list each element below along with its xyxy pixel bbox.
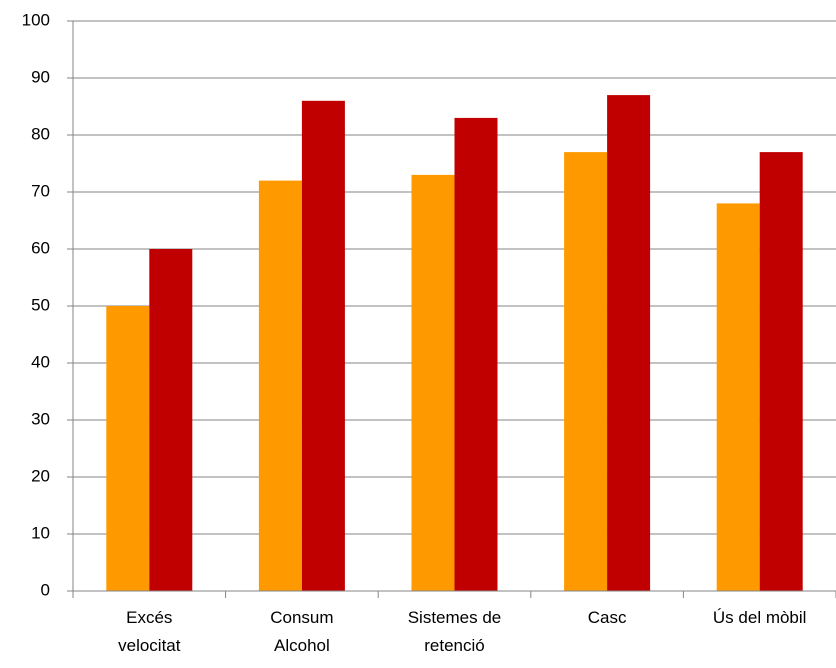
bar (411, 174, 455, 591)
x-tick-label: Consum Alcohol (270, 608, 334, 655)
y-tick-label: 60 (31, 238, 50, 257)
y-tick-label: 100 (22, 10, 50, 29)
x-tick-label: Ús del mòbil (712, 608, 807, 627)
y-tick-label: 90 (31, 67, 50, 86)
y-tick-label: 0 (41, 580, 50, 599)
bar (149, 249, 193, 591)
bar (759, 152, 803, 591)
bar (607, 95, 651, 591)
y-tick-label: 50 (31, 295, 50, 314)
x-tick-label: Sistemes de retenció (407, 608, 502, 655)
y-tick-label: 70 (31, 181, 50, 200)
bar (454, 117, 498, 592)
y-tick-label: 40 (31, 352, 50, 371)
y-tick-label: 10 (31, 523, 50, 542)
bar (564, 152, 608, 591)
bar (106, 306, 150, 591)
bar (301, 100, 345, 592)
y-tick-label: 30 (31, 409, 50, 428)
bar (716, 203, 760, 591)
x-tick-label: Excés velocitat (118, 608, 181, 655)
bar (258, 180, 302, 591)
x-tick-label: Casc (587, 608, 627, 627)
y-tick-label: 20 (31, 466, 50, 485)
y-tick-label: 80 (31, 124, 50, 143)
